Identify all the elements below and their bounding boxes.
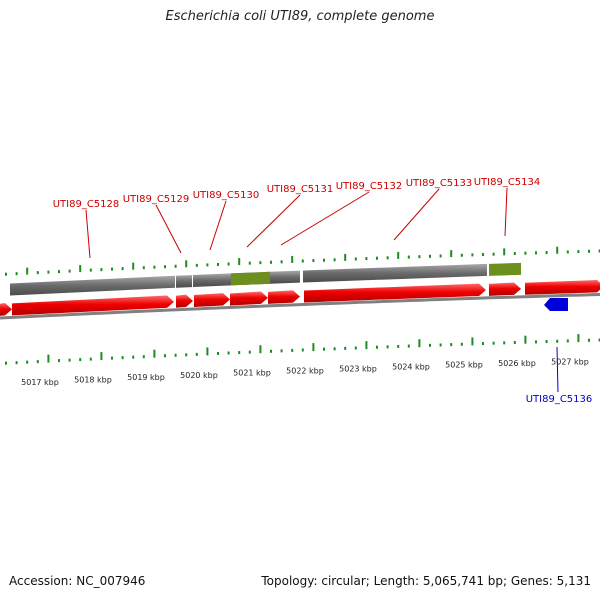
cds-segment	[270, 270, 300, 284]
forward-gene-arrow[interactable]	[268, 290, 300, 304]
cds-segment	[176, 275, 192, 288]
scale-label: 5018 kbp	[74, 376, 112, 385]
gene-leader-line	[280, 191, 370, 246]
gene-label[interactable]: UTI89_C5132	[336, 181, 403, 192]
gene-label[interactable]: UTI89_C5134	[474, 177, 541, 188]
gene-leader-line	[246, 194, 301, 248]
gene-label[interactable]: UTI89_C5136	[526, 394, 593, 405]
gene-leader-line	[155, 204, 182, 254]
forward-gene-arrow[interactable]	[0, 303, 12, 316]
gene-leader-line	[556, 346, 559, 393]
forward-gene-arrow[interactable]	[230, 291, 268, 306]
cds-segment	[303, 263, 487, 283]
scale-label: 5027 kbp	[551, 357, 589, 366]
accession-label: Accession: NC_007946	[9, 574, 146, 588]
forward-gene-arrow[interactable]	[489, 282, 521, 296]
gene-label[interactable]: UTI89_C5129	[123, 194, 190, 205]
gene-leader-line	[85, 209, 91, 259]
gene-label[interactable]: UTI89_C5128	[53, 199, 120, 210]
scale-label: 5020 kbp	[180, 371, 218, 380]
forward-gene-arrow[interactable]	[304, 283, 486, 303]
gene-label[interactable]: UTI89_C5131	[267, 184, 334, 195]
scale-label: 5026 kbp	[498, 359, 536, 368]
scale-label: 5023 kbp	[339, 364, 377, 373]
genome-summary: Topology: circular; Length: 5,065,741 bp…	[261, 574, 591, 588]
genome-backbone	[0, 293, 600, 320]
scale-label: 5022 kbp	[286, 366, 324, 375]
reverse-gene-arrow[interactable]	[544, 298, 568, 311]
scale-label: 5017 kbp	[21, 378, 59, 387]
gene-label[interactable]: UTI89_C5133	[406, 178, 473, 189]
gene-label[interactable]: UTI89_C5130	[193, 190, 260, 201]
rna-segment	[489, 262, 521, 276]
gene-leader-line	[504, 187, 508, 237]
scale-label: 5021 kbp	[233, 369, 271, 378]
gene-leader-line	[209, 200, 227, 251]
forward-gene-arrow[interactable]	[525, 280, 600, 295]
genome-title: Escherichia coli UTI89, complete genome	[165, 9, 435, 24]
scale-label: 5019 kbp	[127, 373, 165, 382]
forward-gene-arrow[interactable]	[12, 295, 174, 316]
forward-gene-arrow[interactable]	[176, 294, 193, 308]
cds-segment	[193, 273, 231, 288]
scale-label: 5025 kbp	[445, 361, 483, 370]
cds-segment	[10, 275, 175, 296]
gene-leader-line	[393, 188, 440, 241]
rna-segment	[231, 271, 270, 286]
scale-label: 5024 kbp	[392, 363, 430, 372]
forward-gene-arrow[interactable]	[194, 293, 230, 307]
